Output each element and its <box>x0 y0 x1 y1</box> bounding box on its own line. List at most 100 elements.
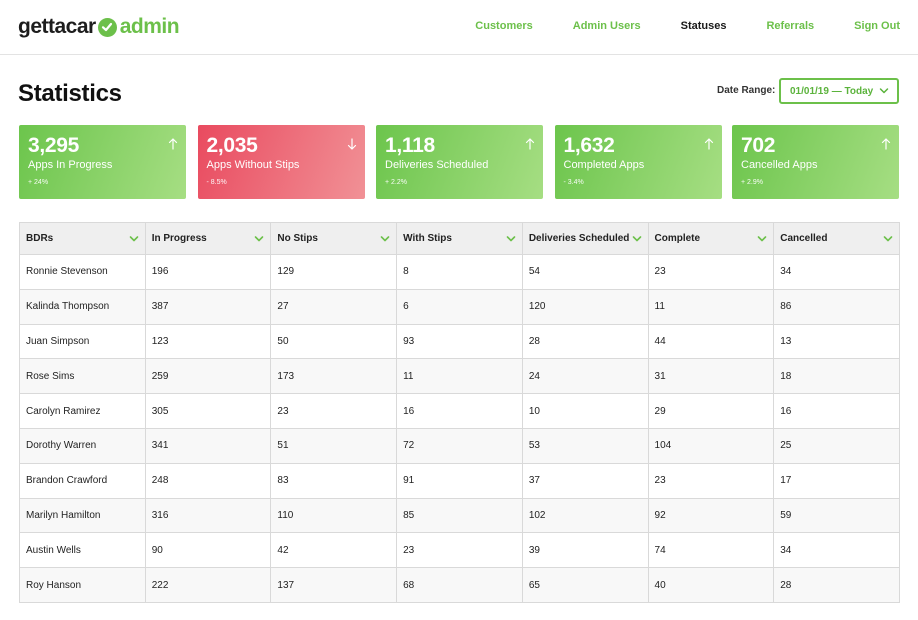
cell-bdr-name: Rose Sims <box>20 359 146 394</box>
gettacar-admin-logo[interactable]: gettacar admin <box>18 14 179 40</box>
bdr-stats-table: BDRs In Progress No Stips With Stips Del… <box>19 222 900 603</box>
cell-no-stips: 51 <box>271 428 397 463</box>
cell-cancelled: 28 <box>774 568 900 603</box>
cell-in-progress: 305 <box>145 394 271 429</box>
logo-admin-text: admin <box>120 15 179 39</box>
chevron-down-icon <box>506 234 516 247</box>
chevron-down-icon <box>883 234 893 247</box>
arrow-down-icon <box>347 137 357 155</box>
cell-cancelled: 34 <box>774 533 900 568</box>
cell-complete: 92 <box>648 498 774 533</box>
chevron-down-icon <box>632 234 642 247</box>
cell-complete: 31 <box>648 359 774 394</box>
main-nav: Customers Admin Users Statuses Referrals… <box>435 20 900 32</box>
stat-card-apps-without-stips: 2,035 Apps Without Stips - 8.5% <box>198 125 365 199</box>
cell-deliveries-scheduled: 53 <box>522 428 648 463</box>
stat-card-change: + 2.2% <box>385 179 534 186</box>
cell-in-progress: 222 <box>145 568 271 603</box>
cell-no-stips: 23 <box>271 394 397 429</box>
cell-deliveries-scheduled: 24 <box>522 359 648 394</box>
chevron-down-icon <box>380 234 390 247</box>
table-row: Juan Simpson 123 50 93 28 44 13 <box>20 324 900 359</box>
cell-bdr-name: Roy Hanson <box>20 568 146 603</box>
cell-with-stips: 23 <box>397 533 523 568</box>
stat-card-completed-apps: 1,632 Completed Apps - 3.4% <box>555 125 722 199</box>
cell-cancelled: 34 <box>774 255 900 290</box>
date-range-select[interactable]: 01/01/19 — Today <box>779 78 899 104</box>
column-header-complete[interactable]: Complete <box>648 223 774 255</box>
stat-card-label: Apps In Progress <box>28 159 177 172</box>
cell-cancelled: 86 <box>774 289 900 324</box>
column-header-label: Cancelled <box>780 233 827 244</box>
top-navigation-bar: gettacar admin Customers Admin Users Sta… <box>0 0 918 55</box>
stat-card-value: 702 <box>741 135 890 157</box>
arrow-up-icon <box>525 137 535 155</box>
cell-no-stips: 50 <box>271 324 397 359</box>
column-header-label: No Stips <box>277 233 318 244</box>
stat-card-value: 1,118 <box>385 135 534 157</box>
cell-deliveries-scheduled: 39 <box>522 533 648 568</box>
nav-link-sign-out[interactable]: Sign Out <box>854 20 900 32</box>
column-header-no-stips[interactable]: No Stips <box>271 223 397 255</box>
column-header-deliveries-scheduled[interactable]: Deliveries Scheduled <box>522 223 648 255</box>
date-range-value: 01/01/19 — Today <box>790 86 873 97</box>
column-header-bdrs[interactable]: BDRs <box>20 223 146 255</box>
table-row: Dorothy Warren 341 51 72 53 104 25 <box>20 428 900 463</box>
cell-complete: 40 <box>648 568 774 603</box>
cell-bdr-name: Carolyn Ramirez <box>20 394 146 429</box>
cell-complete: 74 <box>648 533 774 568</box>
cell-bdr-name: Ronnie Stevenson <box>20 255 146 290</box>
stat-card-cancelled-apps: 702 Cancelled Apps + 2.9% <box>732 125 899 199</box>
nav-link-customers[interactable]: Customers <box>475 20 532 32</box>
cell-deliveries-scheduled: 54 <box>522 255 648 290</box>
cell-cancelled: 16 <box>774 394 900 429</box>
stat-card-value: 3,295 <box>28 135 177 157</box>
column-header-label: Complete <box>655 233 701 244</box>
cell-in-progress: 196 <box>145 255 271 290</box>
stat-card-value: 2,035 <box>207 135 356 157</box>
stat-cards: 3,295 Apps In Progress + 24% 2,035 Apps … <box>19 125 899 199</box>
column-header-with-stips[interactable]: With Stips <box>397 223 523 255</box>
cell-deliveries-scheduled: 65 <box>522 568 648 603</box>
cell-no-stips: 83 <box>271 463 397 498</box>
cell-complete: 23 <box>648 255 774 290</box>
cell-in-progress: 259 <box>145 359 271 394</box>
column-header-in-progress[interactable]: In Progress <box>145 223 271 255</box>
date-range-label: Date Range: <box>717 85 775 96</box>
table-row: Roy Hanson 222 137 68 65 40 28 <box>20 568 900 603</box>
stat-card-label: Deliveries Scheduled <box>385 159 534 172</box>
table-row: Rose Sims 259 173 11 24 31 18 <box>20 359 900 394</box>
cell-bdr-name: Kalinda Thompson <box>20 289 146 324</box>
stat-card-value: 1,632 <box>564 135 713 157</box>
column-header-label: Deliveries Scheduled <box>529 233 630 244</box>
stat-card-label: Apps Without Stips <box>207 159 356 172</box>
column-header-cancelled[interactable]: Cancelled <box>774 223 900 255</box>
cell-bdr-name: Dorothy Warren <box>20 428 146 463</box>
nav-link-admin-users[interactable]: Admin Users <box>573 20 641 32</box>
cell-no-stips: 110 <box>271 498 397 533</box>
cell-with-stips: 68 <box>397 568 523 603</box>
cell-in-progress: 248 <box>145 463 271 498</box>
column-header-label: With Stips <box>403 233 452 244</box>
cell-deliveries-scheduled: 10 <box>522 394 648 429</box>
chevron-down-icon <box>254 234 264 247</box>
bdr-stats-table-container: BDRs In Progress No Stips With Stips Del… <box>19 222 900 603</box>
cell-complete: 23 <box>648 463 774 498</box>
stat-card-change: + 2.9% <box>741 179 890 186</box>
stat-card-change: + 24% <box>28 179 177 186</box>
table-header-row: BDRs In Progress No Stips With Stips Del… <box>20 223 900 255</box>
nav-link-referrals[interactable]: Referrals <box>766 20 814 32</box>
column-header-label: BDRs <box>26 233 53 244</box>
table-row: Kalinda Thompson 387 27 6 120 11 86 <box>20 289 900 324</box>
stat-card-change: - 3.4% <box>564 179 713 186</box>
cell-with-stips: 91 <box>397 463 523 498</box>
cell-complete: 29 <box>648 394 774 429</box>
stat-card-change: - 8.5% <box>207 179 356 186</box>
check-badge-icon <box>98 18 117 37</box>
cell-no-stips: 42 <box>271 533 397 568</box>
cell-deliveries-scheduled: 120 <box>522 289 648 324</box>
cell-deliveries-scheduled: 28 <box>522 324 648 359</box>
cell-with-stips: 93 <box>397 324 523 359</box>
nav-link-statuses[interactable]: Statuses <box>681 20 727 32</box>
arrow-up-icon <box>881 137 891 155</box>
